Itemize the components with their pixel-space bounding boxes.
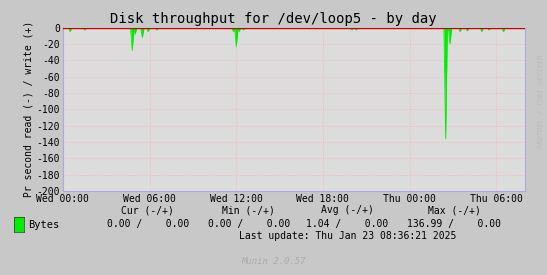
Text: 0.00 /    0.00: 0.00 / 0.00 [107,219,189,229]
Text: Munin 2.0.57: Munin 2.0.57 [241,257,306,266]
Text: Min (-/+): Min (-/+) [223,205,275,215]
Text: RRDTOOL / TOBI OETIKER: RRDTOOL / TOBI OETIKER [538,55,544,148]
Text: Avg (-/+): Avg (-/+) [321,205,374,215]
Text: Disk throughput for /dev/loop5 - by day: Disk throughput for /dev/loop5 - by day [110,12,437,26]
Text: 0.00 /    0.00: 0.00 / 0.00 [208,219,290,229]
Text: Last update: Thu Jan 23 08:36:21 2025: Last update: Thu Jan 23 08:36:21 2025 [238,231,456,241]
Y-axis label: Pr second read (-) / write (+): Pr second read (-) / write (+) [24,21,34,197]
Text: 1.04 /    0.00: 1.04 / 0.00 [306,219,388,229]
Text: Max (-/+): Max (-/+) [428,205,480,215]
Text: 136.99 /    0.00: 136.99 / 0.00 [407,219,501,229]
Text: Cur (-/+): Cur (-/+) [121,205,174,215]
Text: Bytes: Bytes [28,220,60,230]
